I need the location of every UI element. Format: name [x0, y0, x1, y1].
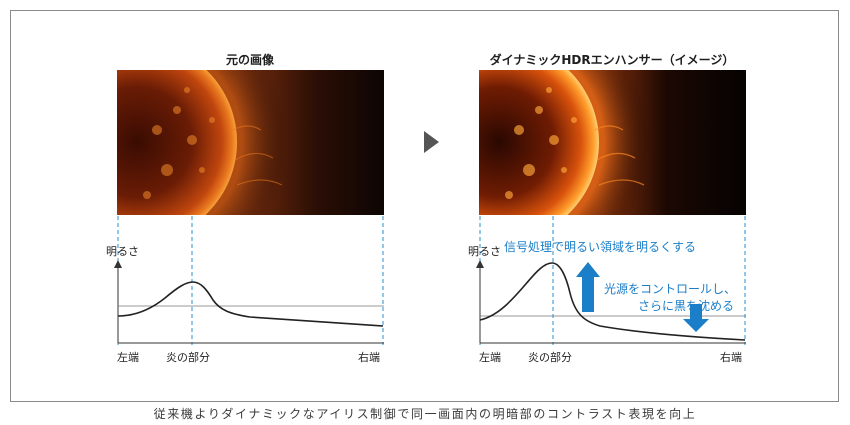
left-x-label-right-edge: 右端 — [358, 351, 380, 364]
left-y-axis-label: 明るさ — [106, 245, 139, 258]
dark-note-line2: さらに黒を沈める — [637, 299, 734, 313]
original-sun-photo — [117, 70, 384, 215]
left-x-label-left-edge: 左端 — [117, 351, 139, 364]
right-y-axis-label: 明るさ — [468, 245, 501, 258]
down-arrow-icon — [683, 304, 709, 332]
figure-caption: 従来機よりダイナミックなアイリス制御で同一画面内の明暗部のコントラスト表現を向上 — [153, 407, 697, 421]
original-image-title: 元の画像 — [225, 53, 275, 67]
left-x-label-flame: 炎の部分 — [166, 351, 210, 364]
next-arrow-icon — [424, 131, 439, 153]
original-brightness-curve — [117, 281, 384, 327]
right-x-label-left-edge: 左端 — [479, 351, 501, 364]
up-arrow-icon — [576, 262, 600, 312]
enhanced-image-title: ダイナミックHDRエンハンサー（イメージ） — [489, 53, 735, 67]
enhanced-brightness-curve — [479, 262, 746, 341]
bright-region-note: 信号処理で明るい領域を明るくする — [504, 240, 697, 254]
right-x-label-right-edge: 右端 — [720, 351, 742, 364]
left-y-axis-arrow — [114, 260, 122, 268]
dark-region-note: 光源をコントロールし、 さらに黒を沈める — [604, 281, 737, 315]
enhanced-sun-photo — [479, 70, 746, 215]
right-y-axis-arrow — [476, 260, 484, 268]
dark-note-line1: 光源をコントロールし、 — [604, 282, 737, 296]
right-x-label-flame: 炎の部分 — [528, 351, 572, 364]
